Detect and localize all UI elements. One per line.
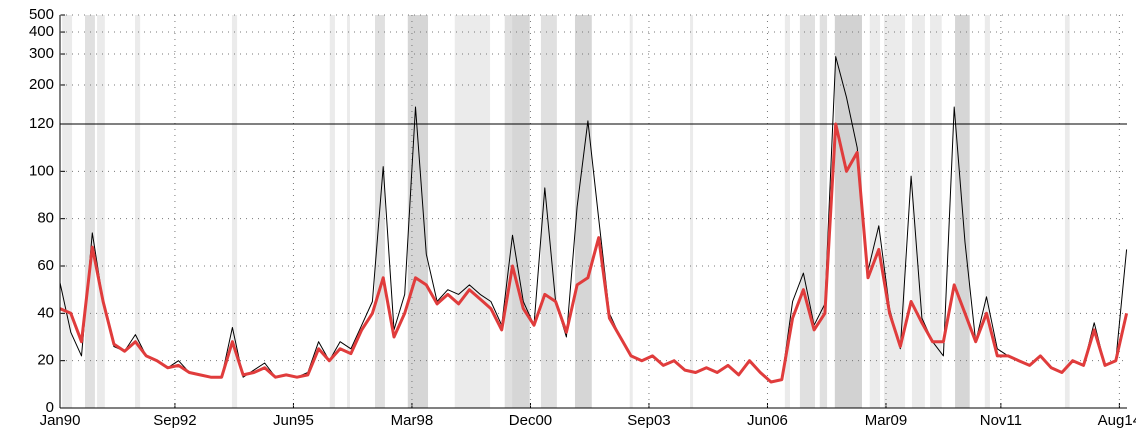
shaded-period <box>329 15 335 408</box>
x-tick-label: Jun06 <box>747 412 788 429</box>
shaded-period <box>869 15 881 408</box>
y-tick-label: 500 <box>29 6 54 23</box>
x-tick-label: Mar98 <box>391 412 434 429</box>
shaded-period <box>883 15 906 408</box>
series-line <box>59 56 1128 383</box>
shaded-period <box>454 15 491 408</box>
x-tick-label: Jan90 <box>40 412 81 429</box>
shaded-period <box>819 15 828 408</box>
x-tick-label: Sep92 <box>153 412 196 429</box>
x-tick-label: Nov11 <box>980 412 1022 429</box>
y-tick-label: 20 <box>37 352 54 369</box>
shaded-period <box>134 15 141 408</box>
series-line <box>59 122 1129 384</box>
shaded-period <box>512 15 530 408</box>
y-tick-label: 200 <box>29 76 54 93</box>
shaded-period <box>784 15 791 408</box>
shaded-period <box>504 15 513 408</box>
shaded-period <box>574 15 592 408</box>
shaded-period <box>97 15 105 408</box>
x-tick-label: Jun95 <box>273 412 314 429</box>
shaded-period <box>84 15 95 408</box>
shaded-period <box>690 15 694 408</box>
y-tick-label: 40 <box>37 304 54 321</box>
y-tick-label: 80 <box>37 210 54 227</box>
shaded-period <box>62 15 73 408</box>
shaded-period <box>540 15 557 408</box>
x-tick-label: Sep03 <box>627 412 670 429</box>
x-tick-label: Mar09 <box>865 412 908 429</box>
shaded-period <box>984 15 990 408</box>
y-tick-label: 60 <box>37 257 54 274</box>
y-tick-label: 0 <box>46 399 54 416</box>
shaded-period <box>930 15 942 408</box>
shaded-period <box>407 15 429 408</box>
x-tick-label: Dec00 <box>509 412 552 429</box>
y-tick-label: 300 <box>29 45 54 62</box>
shaded-period <box>347 15 351 408</box>
shaded-period <box>231 15 238 408</box>
x-tick-label: Aug14 <box>1098 412 1136 429</box>
shaded-period <box>1064 15 1070 408</box>
y-tick-label: 120 <box>29 115 54 132</box>
y-tick-label: 400 <box>29 23 54 40</box>
shaded-period <box>799 15 816 408</box>
shaded-period <box>629 15 633 408</box>
shaded-period <box>834 15 862 408</box>
y-tick-label: 100 <box>29 162 54 179</box>
